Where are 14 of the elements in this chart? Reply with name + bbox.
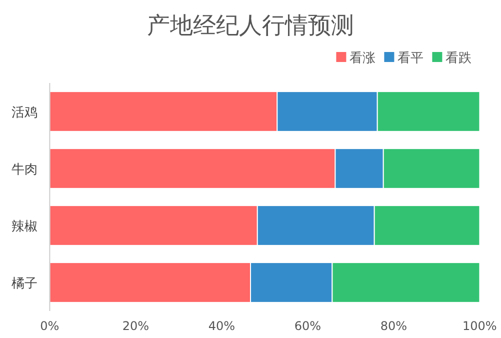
x-tick-label: 0%: [40, 319, 60, 333]
y-tick-label: 活鸡: [12, 106, 38, 120]
x-tick-label: 100%: [462, 319, 497, 333]
x-tick-label: 80%: [380, 319, 408, 333]
chart-title: 产地经纪人行情预测: [147, 13, 354, 39]
x-tick-label: 60%: [294, 319, 322, 333]
y-tick-label: 辣椒: [12, 220, 38, 234]
y-tick-label: 牛肉: [12, 162, 38, 178]
legend-label: 看跌: [446, 51, 472, 66]
legend-label: 看涨: [350, 51, 376, 66]
legend-label: 看平: [398, 51, 424, 66]
x-tick-label: 40%: [208, 319, 236, 333]
x-tick-label: 20%: [122, 319, 150, 333]
y-tick-label: 橘子: [12, 276, 38, 292]
